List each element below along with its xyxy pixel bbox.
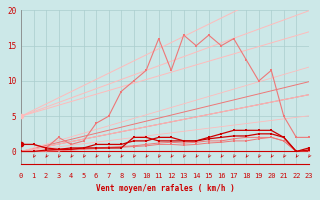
X-axis label: Vent moyen/en rafales ( km/h ): Vent moyen/en rafales ( km/h ) bbox=[96, 184, 234, 193]
